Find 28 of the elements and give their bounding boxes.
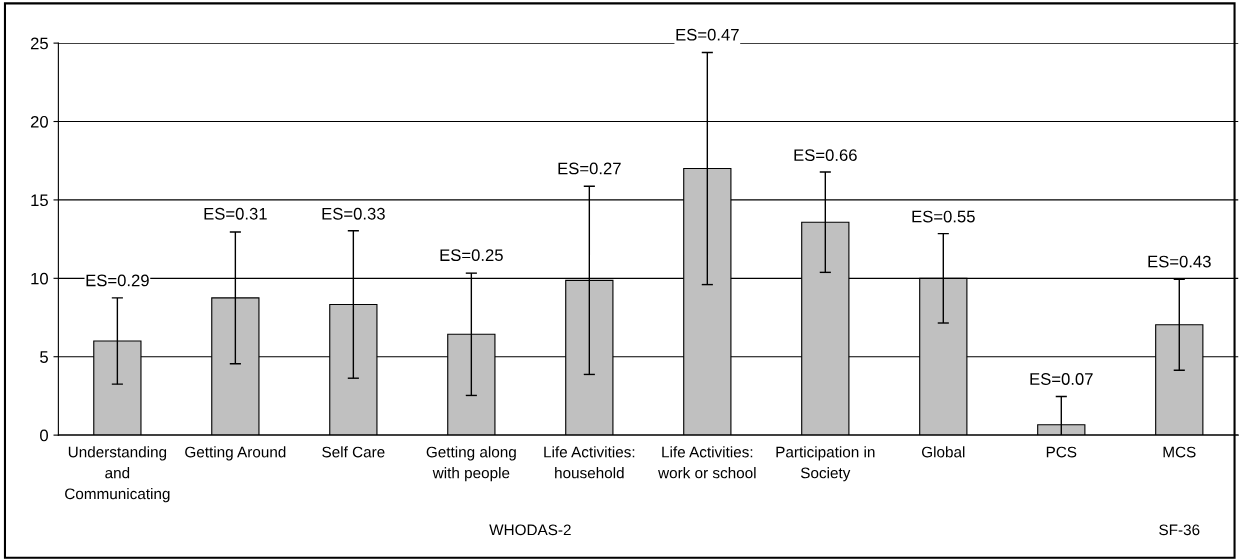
y-tick-label: 25 — [30, 37, 48, 50]
annotation: ES=0.29 — [86, 274, 149, 287]
y-tick-label: 5 — [40, 351, 48, 363]
x-tick-label: MCS — [1163, 446, 1196, 458]
x-tick-label: Participation in Society — [776, 446, 875, 482]
annotation: ES=0.31 — [204, 207, 267, 220]
annotation: ES=0.43 — [1148, 255, 1211, 268]
annotation: ES=0.66 — [794, 149, 857, 162]
y-tick-label: 10 — [31, 272, 48, 285]
annotation: ES=0.55 — [912, 210, 975, 223]
text: WHODAS-2 — [489, 524, 571, 536]
y-tick-label: 0 — [40, 429, 48, 442]
y-tick-label: 20 — [30, 115, 48, 128]
annotation: ES=0.25 — [440, 249, 503, 262]
annotation: ES=0.47 — [676, 28, 739, 41]
annotation: ES=0.33 — [322, 207, 385, 220]
x-tick-label: Getting along with people — [426, 446, 516, 482]
x-tick-label: Getting Around — [185, 446, 286, 461]
x-tick-label: Self Care — [322, 446, 385, 458]
x-tick-label: PCS — [1046, 446, 1077, 458]
annotation: ES=0.27 — [558, 162, 621, 175]
x-tick-label: Life Activities: work or school — [658, 446, 756, 479]
y-tick-label: 15 — [31, 194, 48, 207]
x-tick-label: Understanding and Communicating — [65, 446, 170, 503]
text: SF-36 — [1159, 524, 1200, 536]
x-tick-label: Life Activities: household — [544, 446, 635, 479]
annotation: ES=0.07 — [1030, 373, 1093, 385]
x-tick-label: Global — [921, 446, 965, 458]
